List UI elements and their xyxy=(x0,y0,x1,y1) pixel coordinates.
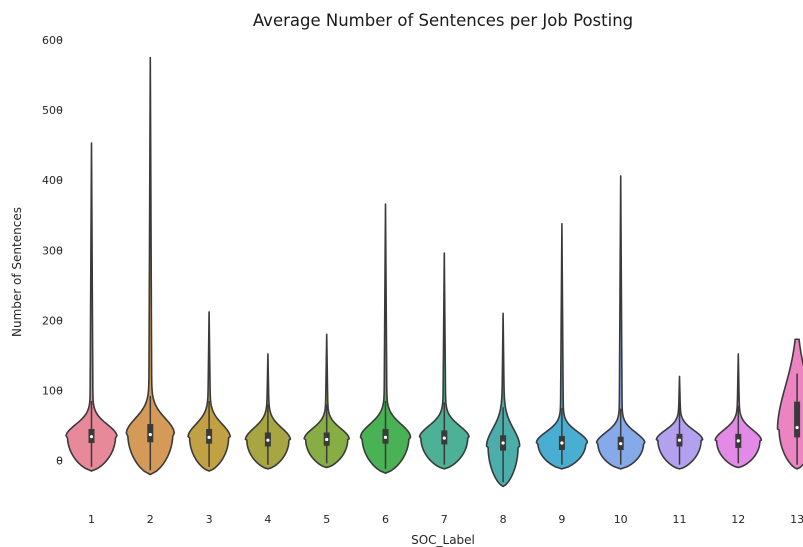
violin-body xyxy=(535,222,589,470)
violin-median-dot xyxy=(677,438,682,442)
violin-11 xyxy=(655,375,704,470)
x-tick-label: 3 xyxy=(206,513,213,526)
violin-median-dot xyxy=(795,425,799,430)
x-tick-label: 5 xyxy=(323,513,330,526)
violin-8 xyxy=(485,312,521,488)
violin-iqr-box xyxy=(794,401,801,438)
violin-body xyxy=(125,56,176,476)
y-tick-label: 100 xyxy=(42,384,63,397)
x-tick-label: 1 xyxy=(88,513,95,526)
chart-title: Average Number of Sentences per Job Post… xyxy=(253,11,633,30)
violin-10 xyxy=(595,175,646,470)
violin-median-dot xyxy=(560,441,564,445)
violin-3 xyxy=(187,311,231,472)
y-tick-label: 200 xyxy=(42,314,63,327)
violin-body xyxy=(303,333,351,469)
y-tick-label: 400 xyxy=(42,174,63,187)
violin-9 xyxy=(535,222,589,470)
x-tick-label: 6 xyxy=(382,513,389,526)
violin-median-dot xyxy=(325,437,329,442)
x-tick-label: 7 xyxy=(441,513,448,526)
x-tick-label: 2 xyxy=(147,513,154,526)
y-tick-label: 600 xyxy=(42,34,63,47)
violin-body xyxy=(595,175,646,470)
y-axis-label: Number of Sentences xyxy=(10,207,24,337)
violin-median-dot xyxy=(207,435,211,439)
violin-median-dot xyxy=(442,436,446,440)
violin-13 xyxy=(776,338,803,470)
violin-2 xyxy=(125,56,176,476)
violin-median-dot xyxy=(148,432,152,437)
x-tick-label: 10 xyxy=(614,513,628,526)
violin-5 xyxy=(303,333,351,469)
x-tick-label: 13 xyxy=(790,513,803,526)
x-axis-label: SOC_Label xyxy=(411,533,475,547)
violin-12 xyxy=(714,353,763,469)
violin-body xyxy=(418,252,470,470)
y-tick-label: 500 xyxy=(42,104,63,117)
violin-median-dot xyxy=(501,441,505,445)
x-tick-label: 11 xyxy=(673,513,687,526)
violin-4 xyxy=(244,353,292,470)
violin-7 xyxy=(418,252,470,470)
violin-median-dot xyxy=(266,438,270,442)
x-tick-label: 8 xyxy=(500,513,507,526)
violins xyxy=(65,56,803,488)
violin-body xyxy=(187,311,231,472)
violin-median-dot xyxy=(619,442,623,446)
violin-6 xyxy=(359,203,412,474)
violin-body xyxy=(485,312,521,488)
violin-body xyxy=(359,203,412,474)
violin-median-dot xyxy=(736,439,740,443)
violin-median-dot xyxy=(383,435,388,439)
violin-median-dot xyxy=(89,435,94,439)
y-tick-label: 300 xyxy=(42,244,63,257)
violin-1 xyxy=(65,142,118,472)
y-axis: 0100200300400500600 xyxy=(42,34,63,468)
x-axis: 1 2 3 4 5 6 7 8 9 10 11 12 13 xyxy=(88,513,803,526)
x-tick-label: 4 xyxy=(264,513,271,526)
violin-body xyxy=(65,142,118,472)
x-tick-label: 9 xyxy=(558,513,565,526)
x-tick-label: 12 xyxy=(731,513,745,526)
